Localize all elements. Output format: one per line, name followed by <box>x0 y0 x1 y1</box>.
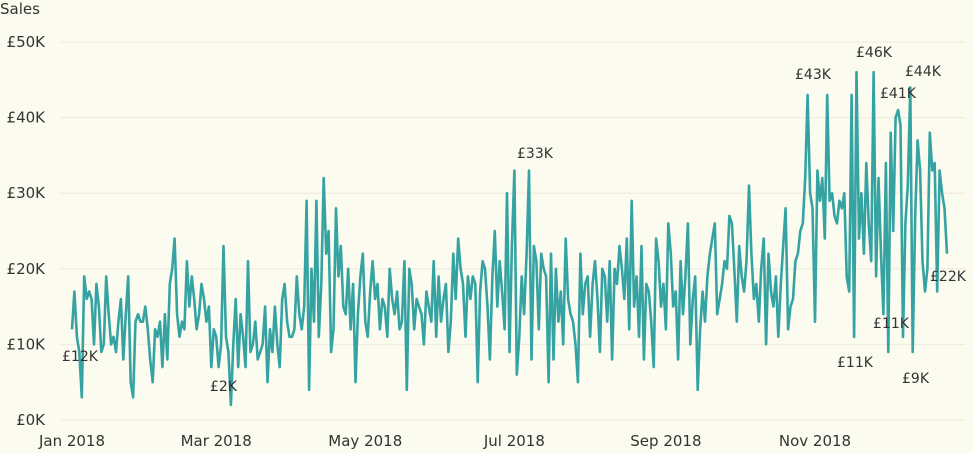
data-label: £33K <box>517 146 554 162</box>
y-tick-label: £30K <box>7 184 47 202</box>
data-label: £2K <box>210 379 238 395</box>
data-label: £11K <box>873 316 910 332</box>
y-axis-title: Sales <box>0 0 40 18</box>
x-tick-label: Jul 2018 <box>483 432 545 450</box>
x-tick-label: May 2018 <box>328 432 402 450</box>
data-label: £43K <box>795 67 832 83</box>
y-tick-label: £20K <box>7 260 47 278</box>
data-label: £22K <box>930 269 967 285</box>
sales-series-line <box>70 70 949 407</box>
y-tick-label: £0K <box>16 411 46 429</box>
data-label: £9K <box>902 371 930 387</box>
data-label: £11K <box>837 355 874 371</box>
x-tick-label: Nov 2018 <box>779 432 851 450</box>
x-tick-label: Sep 2018 <box>630 432 701 450</box>
y-tick-label: £10K <box>7 335 47 353</box>
data-label: £46K <box>856 45 893 61</box>
y-tick-label: £40K <box>7 109 47 127</box>
data-label: £44K <box>905 64 942 80</box>
x-tick-label: Mar 2018 <box>181 432 252 450</box>
x-tick-label: Jan 2018 <box>38 432 105 450</box>
data-label: £12K <box>62 349 99 365</box>
data-label: £41K <box>880 86 917 102</box>
y-tick-label: £50K <box>7 33 47 51</box>
